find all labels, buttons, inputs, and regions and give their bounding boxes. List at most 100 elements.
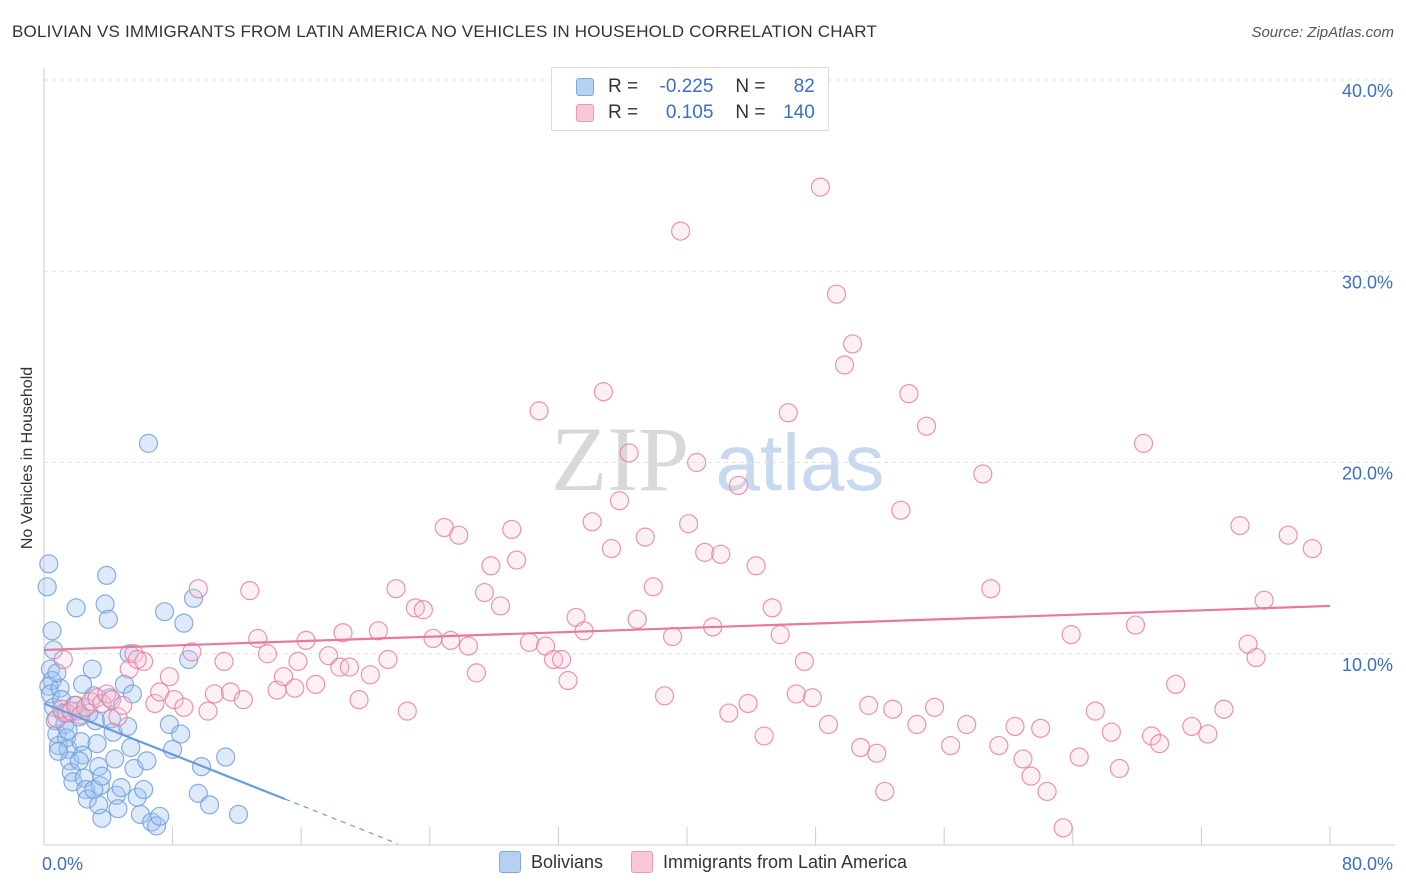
bolivian-point: [92, 766, 112, 786]
immigrant-point: [543, 649, 564, 670]
immigrant-point: [1061, 625, 1081, 645]
immigrant-point: [1141, 726, 1162, 746]
bolivian-point: [103, 722, 123, 742]
immigrant-point: [834, 355, 855, 375]
immigrant-point: [924, 697, 945, 717]
immigrant-point: [519, 632, 540, 652]
immigrant-point: [248, 628, 268, 649]
immigrant-point: [907, 714, 927, 735]
immigrant-point: [593, 382, 614, 402]
immigrant-point: [257, 644, 278, 664]
immigrant-point: [1013, 749, 1033, 769]
immigrant-point: [818, 714, 839, 735]
immigrant-point: [458, 636, 478, 656]
immigrant-point: [609, 491, 630, 511]
bolivian-point: [72, 674, 93, 694]
immigrant-point: [883, 699, 903, 719]
immigrant-point: [859, 695, 879, 715]
immigrant-point: [349, 690, 369, 710]
immigrant-point: [973, 464, 993, 484]
bolivian-point: [39, 554, 59, 574]
immigrant-point: [802, 688, 822, 708]
data-points: [37, 177, 1322, 838]
immigrant-point: [1150, 734, 1170, 754]
source-label: Source: ZipAtlas.com: [1251, 24, 1394, 41]
x-tick-label-min: 0.0%: [42, 854, 83, 874]
immigrant-point: [306, 674, 326, 694]
immigrant-point: [1214, 699, 1234, 719]
immigrant-point: [1053, 818, 1073, 838]
bolivian-point: [163, 739, 183, 759]
y-tick-label: 40.0%: [1342, 81, 1393, 101]
bolivian-point: [108, 799, 128, 819]
series-legend-bolivians: Bolivians: [498, 851, 603, 873]
immigrant-point: [558, 670, 578, 691]
trend-lines: [43, 604, 1331, 845]
bolivian-point: [97, 565, 117, 585]
immigrant-point: [654, 686, 675, 706]
immigrant-point: [397, 701, 417, 721]
immigrant-point: [778, 403, 798, 423]
immigrant-point: [552, 649, 572, 670]
bolivian-point: [89, 795, 109, 815]
bolivian-point: [188, 783, 208, 803]
immigrant-point: [582, 512, 602, 532]
series-swatch-immigrants: [630, 851, 653, 873]
chart-title: BOLIVIAN VS IMMIGRANTS FROM LATIN AMERIC…: [12, 22, 878, 41]
immigrant-point: [1278, 525, 1298, 545]
legend-r-label: R =: [608, 76, 639, 97]
immigrant-point: [214, 651, 234, 672]
immigrant-point: [507, 550, 527, 570]
immigrant-point: [1254, 590, 1274, 610]
immigrant-point: [762, 598, 782, 618]
immigrant-point: [1166, 674, 1186, 694]
immigrant-point: [1125, 615, 1146, 635]
immigrant-point: [288, 651, 308, 672]
immigrant-point: [490, 596, 511, 616]
immigrant-point: [108, 707, 128, 727]
gridlines: [44, 79, 1395, 655]
immigrant-point: [1230, 516, 1250, 536]
immigrant-point: [386, 579, 406, 599]
immigrant-point: [318, 646, 339, 666]
bolivian-point: [42, 621, 62, 641]
immigrant-point: [662, 626, 683, 647]
immigrant-point: [770, 625, 790, 645]
immigrant-point: [188, 579, 208, 599]
immigrant-point: [842, 334, 863, 354]
bolivian-point: [48, 741, 69, 761]
immigrant-point: [728, 475, 749, 496]
immigrant-point: [360, 665, 380, 685]
bolivian-point: [66, 598, 86, 618]
bolivian-point: [137, 751, 157, 771]
immigrant-point: [378, 649, 398, 670]
bolivian-point: [154, 602, 175, 622]
immigrant-point: [330, 657, 350, 677]
x-tick-label-max: 80.0%: [1342, 854, 1393, 874]
bolivian-point: [82, 659, 102, 679]
immigrant-point: [627, 609, 647, 629]
legend-n-value: 140: [783, 102, 815, 123]
series-label-bolivians: Bolivians: [530, 851, 603, 872]
series-legend-immigrants: Immigrants from Latin America: [630, 851, 907, 873]
immigrant-point: [66, 695, 86, 715]
bolivian-trend-line: [43, 702, 286, 801]
immigrant-point: [1133, 433, 1154, 453]
bolivian-point: [174, 613, 194, 633]
immigrant-point: [92, 693, 112, 714]
legend-r-label: R =: [608, 102, 639, 123]
legend-swatch-bolivians: [576, 78, 594, 96]
immigrant-point: [1109, 758, 1130, 779]
immigrant-point: [53, 649, 73, 670]
immigrant-point: [916, 416, 937, 436]
bolivian-point: [171, 724, 191, 744]
immigrant-point: [145, 693, 165, 714]
immigrant-point: [786, 684, 806, 704]
bolivian-point: [183, 588, 204, 608]
immigrant-point: [1069, 747, 1089, 767]
bolivian-point: [98, 609, 118, 629]
immigrant-point: [826, 284, 847, 304]
immigrant-point: [1031, 718, 1051, 738]
immigrant-point: [481, 556, 501, 576]
